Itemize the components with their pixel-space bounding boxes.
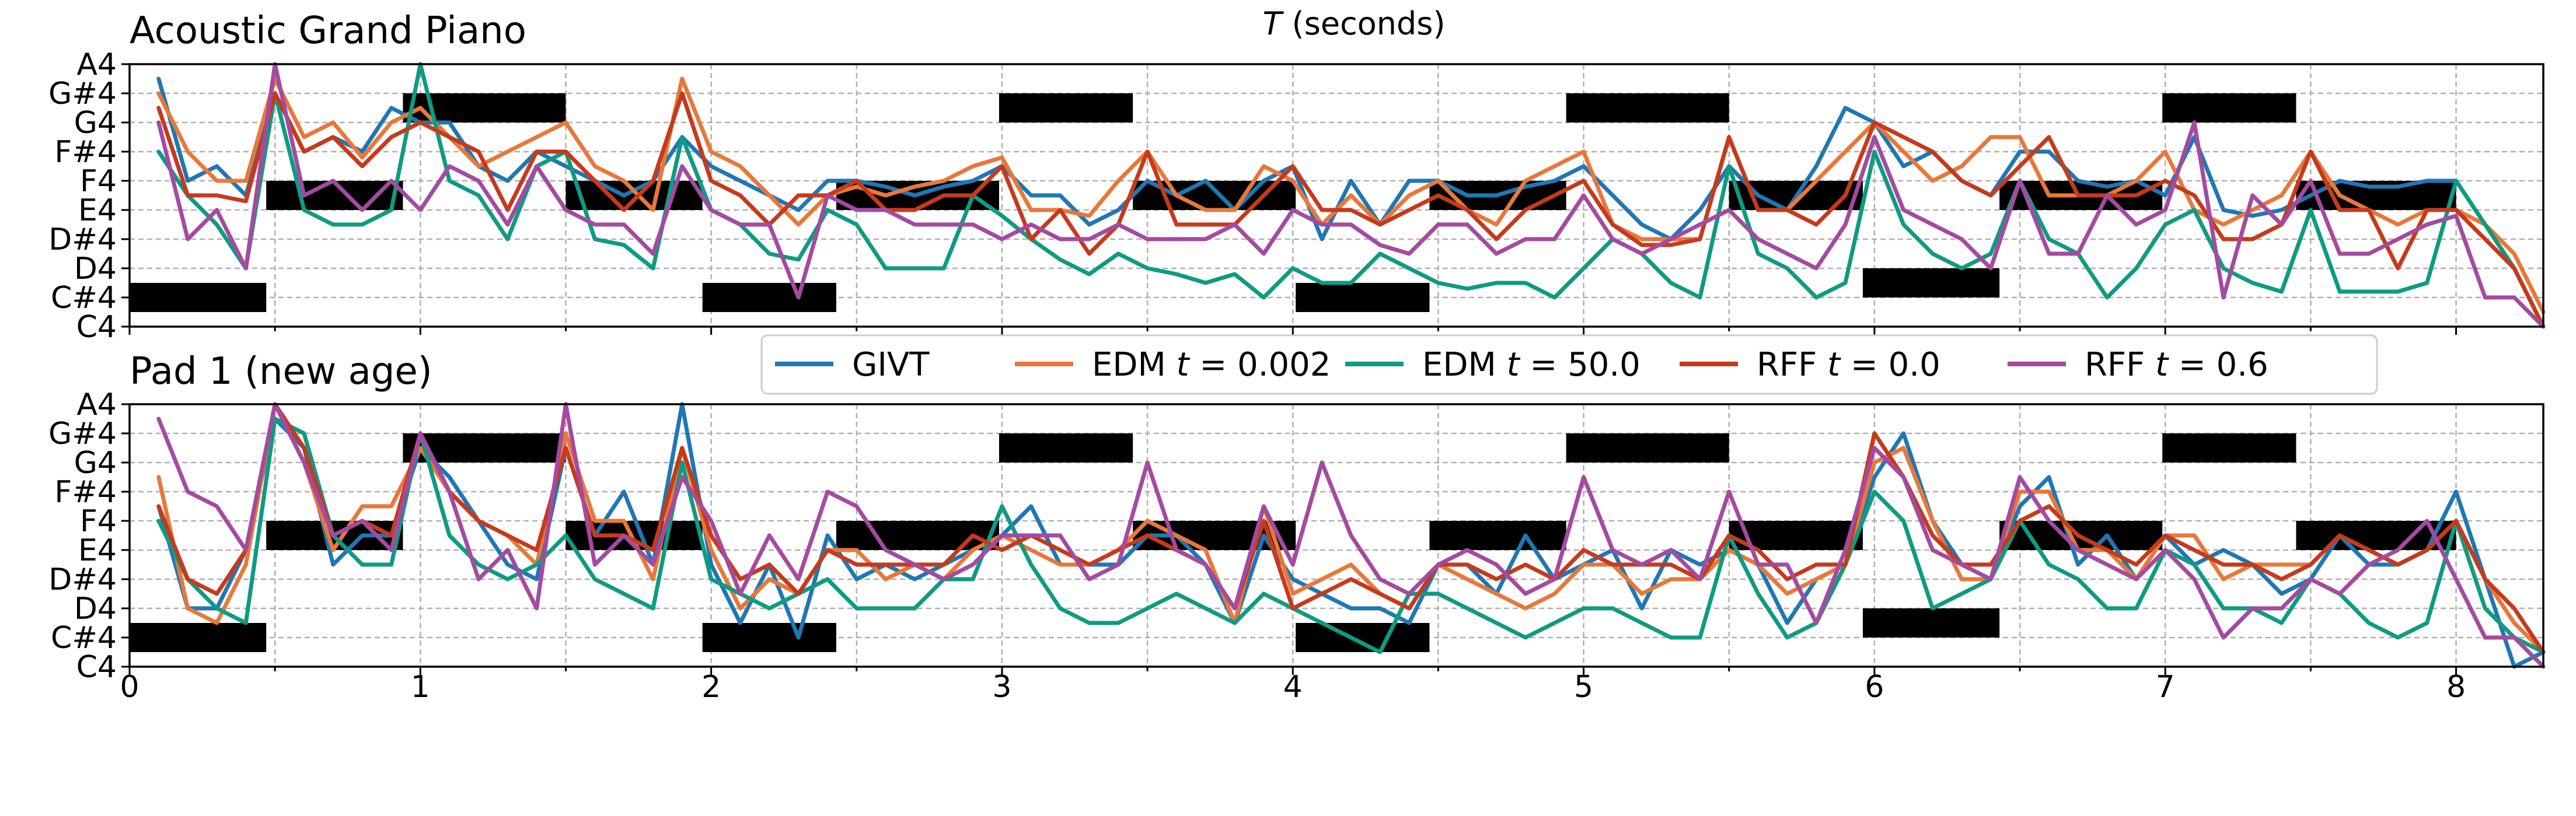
series-line-rff2 <box>156 62 2546 329</box>
melody-note-bar <box>702 283 836 312</box>
panel-title: Acoustic Grand Piano <box>130 9 526 52</box>
melody-note-bar <box>1862 608 2000 638</box>
x-axis-label: T (seconds) <box>1262 5 1445 42</box>
melody-note-bar <box>130 283 267 312</box>
melody-note-bar <box>1429 521 1566 550</box>
y-tick-label: C#4 <box>51 281 117 316</box>
legend-label-edm1: EDM t = 0.002 <box>1092 346 1331 384</box>
x-axis-label-unit: (seconds) <box>1292 5 1446 42</box>
x-tick-label: 8 <box>2446 670 2466 705</box>
legend: GIVT EDM t = 0.002 EDM t = 50.0 RFF t = 0.0… <box>760 334 2378 395</box>
x-tick-label: 2 <box>701 670 721 705</box>
y-tick-label: G#4 <box>48 416 117 451</box>
legend-label-givt: GIVT <box>852 346 930 384</box>
plot-frame <box>128 403 2544 668</box>
series-line-rff2 <box>156 402 2546 669</box>
y-tick-label: F4 <box>80 504 117 539</box>
y-tick-label: A4 <box>76 387 117 422</box>
melody-note-bar <box>1296 623 1430 652</box>
y-tick-label: D#4 <box>48 222 117 257</box>
x-tick-label: 7 <box>2156 670 2175 705</box>
melody-note-bar <box>2162 93 2296 122</box>
y-tick-label: G4 <box>74 106 117 141</box>
melody-note-bar <box>1566 93 1729 122</box>
y-tick-label: C#4 <box>51 621 117 656</box>
y-tick-label: C4 <box>76 310 117 345</box>
y-tick-label: D4 <box>74 251 117 286</box>
melody-note-bar <box>702 623 836 652</box>
x-tick-label: 3 <box>992 670 1011 705</box>
melody-note-bar <box>266 181 403 210</box>
x-tick-label: 5 <box>1574 670 1593 705</box>
melody-note-bar <box>2162 433 2296 463</box>
plot-frame <box>128 63 2544 328</box>
x-tick-label: 6 <box>1865 670 1884 705</box>
legend-label-edm2: EDM t = 50.0 <box>1422 346 1640 384</box>
y-tick-label: F#4 <box>54 135 117 170</box>
x-tick-label: 0 <box>120 670 139 705</box>
melody-note-bar <box>566 181 703 210</box>
panel-title: Pad 1 (new age) <box>130 350 432 393</box>
x-tick-label: 4 <box>1283 670 1303 705</box>
panel-acoustic-grand-piano: Acoustic Grand Piano C4C#4D4D#4E4F4F#4G4… <box>48 9 2546 345</box>
y-tick-label: E4 <box>78 533 117 568</box>
series-line-edm1 <box>156 76 2546 314</box>
y-tick-label: D#4 <box>48 562 117 597</box>
series-line-givt <box>156 76 2546 329</box>
melody-note-bar <box>1296 283 1430 312</box>
x-axis-label-var: T <box>1262 5 1284 42</box>
y-tick-label: G#4 <box>48 76 117 111</box>
y-tick-label: F4 <box>80 164 117 199</box>
series-line-edm2 <box>156 62 2546 329</box>
panel-pad-new-age: Pad 1 (new age) C4C#4D4D#4E4F4F#4G4G#4A4… <box>48 350 2546 705</box>
y-tick-label: A4 <box>76 47 117 82</box>
y-tick-label: D4 <box>74 591 117 626</box>
melody-note-bar <box>1862 268 2000 297</box>
melody-note-bar <box>1566 433 1729 463</box>
series-line-edm2 <box>156 416 2546 654</box>
x-tick-label: 1 <box>411 670 430 705</box>
legend-box <box>760 334 2378 395</box>
melody-note-bar <box>130 623 267 652</box>
y-tick-label: E4 <box>78 193 117 228</box>
melody-note-bar <box>999 93 1133 122</box>
melody-note-bar <box>999 433 1133 463</box>
series-line-rff1 <box>156 91 2546 329</box>
y-tick-label: F#4 <box>54 475 117 510</box>
legend-label-rff1: RFF t = 0.0 <box>1757 346 1940 384</box>
y-tick-label: G4 <box>74 446 117 481</box>
y-tick-label: C4 <box>76 650 117 685</box>
legend-label-rff2: RFF t = 0.6 <box>2085 346 2268 384</box>
